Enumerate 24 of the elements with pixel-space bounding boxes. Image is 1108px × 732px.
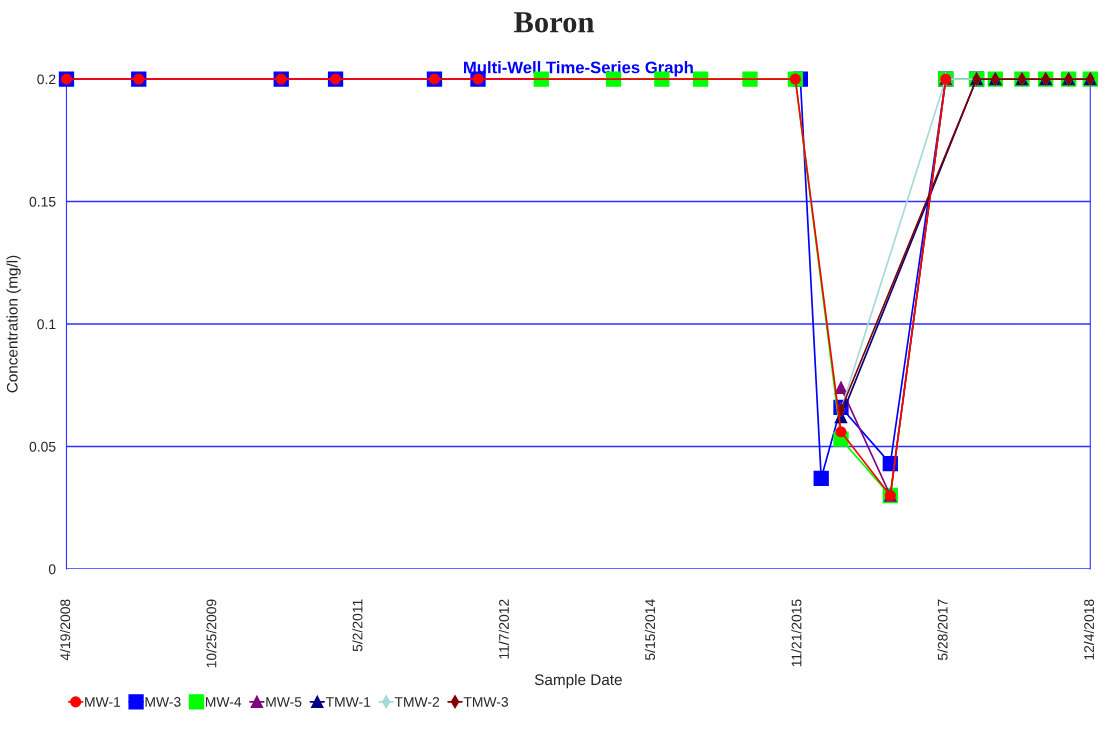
chart-title: Boron (514, 12, 595, 33)
y-tick-label: 0.05 (29, 441, 56, 452)
x-tick-label: 11/7/2012 (498, 599, 509, 659)
legend-label: MW-1 (85, 697, 121, 707)
x-tick-label: 5/28/2017 (937, 599, 948, 661)
y-tick-label: 0.15 (29, 196, 56, 207)
x-tick-label: 12/4/2018 (1083, 599, 1094, 660)
y-axis-title: Concentration (mg/l) (6, 255, 21, 393)
legend-label: MW-4 (205, 697, 242, 707)
legend-label: TMW-2 (394, 696, 440, 707)
y-tick-label: 0.1 (37, 319, 56, 330)
x-tick-label: 5/2/2011 (352, 599, 363, 652)
x-axis-title: Sample Date (534, 673, 622, 689)
x-tick-label: 4/19/2008 (60, 599, 71, 661)
y-tick-label: 0.2 (37, 74, 56, 85)
x-tick-label: 5/15/2014 (644, 599, 656, 661)
legend-label: TMW-1 (325, 697, 371, 707)
x-tick-label: 10/25/2009 (206, 599, 217, 668)
y-tick-label: 0 (48, 564, 56, 575)
legend-label: MW-3 (145, 696, 181, 707)
legend-label: MW-5 (266, 697, 302, 707)
legend-label: TMW-3 (463, 696, 509, 707)
x-tick-label: 11/21/2015 (791, 599, 802, 667)
chart-subtitle: Multi-Well Time-Series Graph (464, 61, 693, 77)
